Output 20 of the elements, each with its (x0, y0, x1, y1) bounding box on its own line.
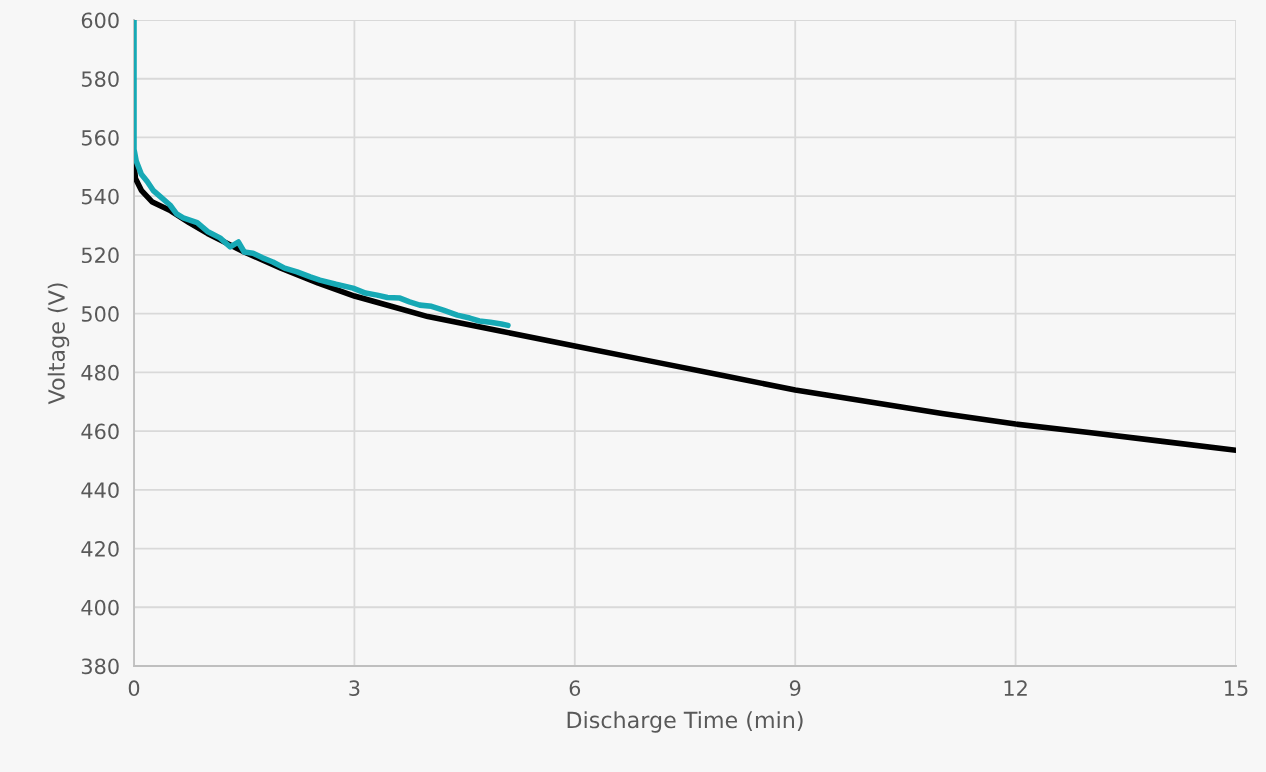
y-tick-label: 420 (81, 541, 119, 557)
y-tick-label: 380 (81, 658, 119, 675)
x-tick-label: 9 (789, 680, 801, 697)
x-tick-label: 15 (1225, 680, 1248, 697)
y-tick-label: 580 (81, 71, 119, 87)
y-tick-label: 440 (81, 482, 119, 499)
y-tick-label: 540 (81, 188, 119, 205)
x-tick-label: 12 (1004, 680, 1027, 696)
y-tick-label: 400 (81, 599, 119, 616)
y-tick-label: 600 (81, 12, 119, 29)
y-tick-label: 460 (81, 423, 119, 440)
y-tick-label: 520 (81, 247, 119, 264)
x-tick-label: 6 (569, 680, 581, 697)
y-tick-label: 560 (81, 129, 119, 146)
x-tick-label: 0 (128, 680, 140, 697)
x-tick-label: 3 (349, 680, 360, 697)
y-tick-label: 500 (81, 306, 119, 322)
x-axis-title: Discharge Time (min) (567, 711, 803, 733)
y-tick-label: 480 (81, 364, 119, 381)
y-axis-title: Voltage (V) (47, 283, 70, 405)
